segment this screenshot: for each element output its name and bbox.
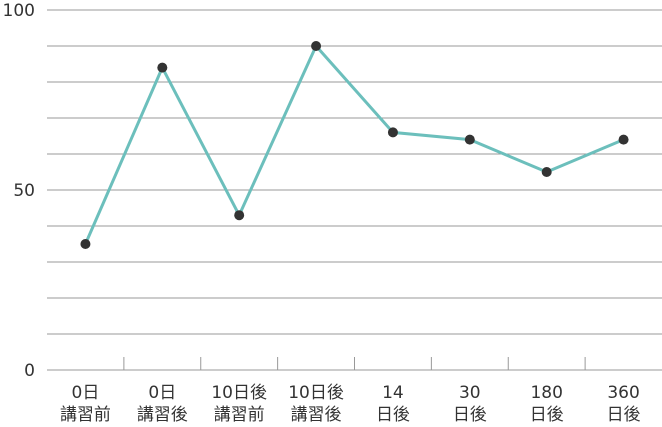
x-tick-label-line: 日後 — [453, 405, 487, 425]
x-tick-label-line: 10日後 — [211, 383, 267, 403]
x-tick-label: 10日後講習後 — [288, 383, 344, 425]
data-point — [234, 210, 245, 221]
x-tick-label-line: 日後 — [530, 405, 564, 425]
x-tick-label-line: 日後 — [607, 405, 641, 425]
x-tick-label-line: 180 — [530, 383, 562, 403]
x-tick-label-line: 14 — [382, 383, 404, 403]
x-tick-label-line: 日後 — [376, 405, 410, 425]
x-tick-label-line: 10日後 — [288, 383, 344, 403]
x-tick-label-line: 講習前 — [214, 405, 265, 425]
y-tick-label: 0 — [24, 361, 35, 381]
x-tick-label-line: 講習後 — [137, 405, 188, 425]
y-tick-label: 50 — [13, 181, 35, 201]
data-point — [387, 127, 398, 138]
data-point — [80, 239, 91, 249]
x-tick-label-line: 0日 — [72, 383, 100, 403]
data-point — [541, 167, 552, 177]
x-tick-label-line: 0日 — [148, 383, 176, 403]
data-point — [157, 62, 168, 73]
x-tick-label: 30 日後 — [453, 383, 487, 425]
x-tick-label-line: 講習前 — [60, 405, 111, 425]
x-tick-label-line: 30 — [459, 383, 481, 403]
x-tick-label: 0日講習後 — [137, 383, 188, 425]
data-point — [464, 134, 475, 145]
x-tick-label: 180 日後 — [530, 383, 564, 425]
x-tick-label: 360 日後 — [607, 383, 641, 425]
x-tick-label: 10日後講習前 — [211, 383, 267, 425]
x-tick-label: 14 日後 — [376, 383, 410, 425]
x-tick-label-line: 360 — [607, 383, 639, 403]
x-tick-label: 0日講習前 — [60, 383, 111, 425]
data-point — [618, 134, 629, 145]
data-point — [311, 41, 322, 51]
y-tick-label: 100 — [3, 1, 35, 21]
x-tick-label-line: 講習後 — [291, 405, 342, 425]
data-line — [84, 43, 625, 245]
